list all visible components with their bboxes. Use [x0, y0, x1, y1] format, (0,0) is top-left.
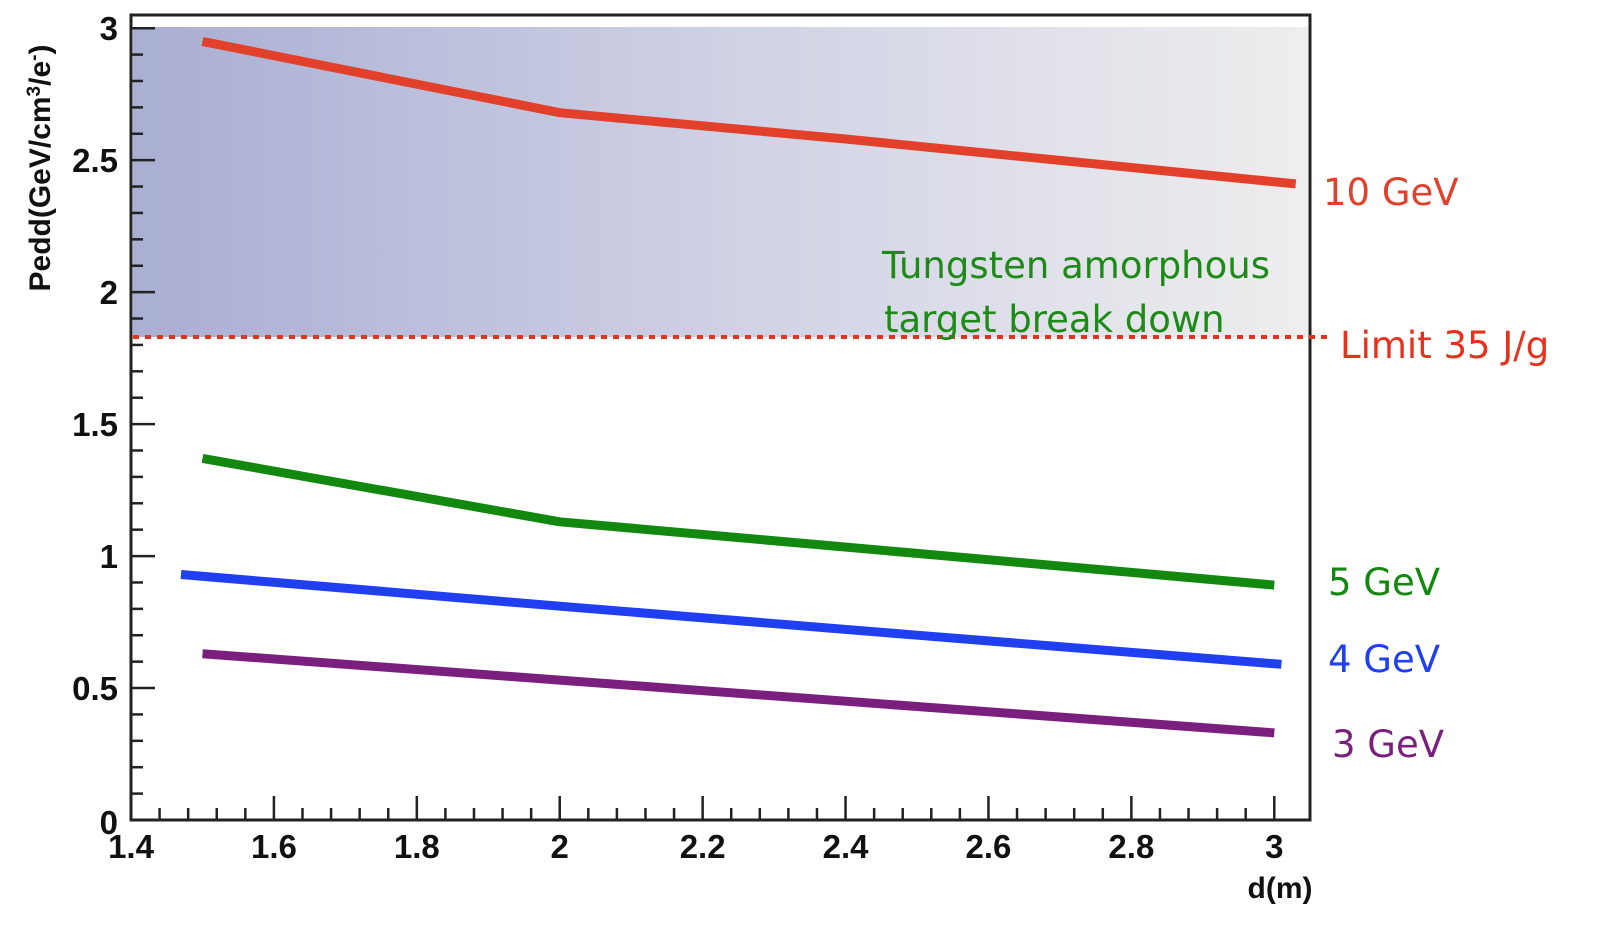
x-axis-title: d(m) — [1248, 872, 1313, 905]
region-label-line2: target break down — [884, 298, 1225, 341]
y-axis-title-sup1: 3 — [24, 86, 45, 97]
y-tick-label: 2 — [100, 274, 118, 311]
x-tick-label: 1.6 — [251, 828, 297, 865]
series-line — [201, 453, 1275, 590]
series-label: 4 GeV — [1328, 638, 1440, 681]
y-axis-title-sup2: - — [24, 55, 45, 61]
y-tick-label: 0 — [100, 804, 118, 841]
series-labels: 10 GeV 5 GeV 4 GeV 3 GeV — [1323, 171, 1459, 766]
breakdown-region — [133, 27, 1308, 337]
series-line — [180, 570, 1282, 669]
region-label-line1: Tungsten amorphous — [881, 244, 1270, 287]
x-tick-label: 2.8 — [1108, 828, 1154, 865]
plot-frame — [129, 13, 1312, 822]
y-axis-title: Pedd(GeV/cm3/e-) — [24, 45, 58, 292]
limit-label: Limit 35 J/g — [1340, 324, 1549, 367]
y-axis-title-main: Pedd(GeV/cm — [24, 96, 57, 291]
x-tick-label: 3 — [1265, 828, 1283, 865]
y-axis-tick-labels: 0 0.5 1 1.5 2 2.5 3 — [72, 10, 118, 841]
series-lines — [180, 36, 1297, 738]
x-tick-label: 1.8 — [394, 828, 440, 865]
series-label: 5 GeV — [1328, 561, 1440, 604]
series-line — [201, 36, 1297, 189]
y-axis-title-end: ) — [24, 45, 57, 55]
series-line — [202, 649, 1275, 738]
x-axis-tick-labels: 1.4 1.6 1.8 2 2.2 2.4 2.6 2.8 3 — [108, 828, 1283, 865]
y-tick-label: 1.5 — [72, 406, 118, 443]
y-tick-label: 0.5 — [72, 670, 118, 707]
series-label: 3 GeV — [1332, 723, 1444, 766]
y-axis-ticks — [131, 26, 155, 822]
y-axis-title-mid: /e — [24, 61, 57, 86]
x-axis-ticks — [129, 796, 1276, 820]
x-tick-label: 1.4 — [108, 828, 155, 865]
y-tick-label: 1 — [100, 538, 118, 575]
x-tick-label: 2.4 — [823, 828, 870, 865]
y-tick-label: 2.5 — [72, 142, 118, 179]
series-label: 10 GeV — [1323, 171, 1459, 214]
y-tick-label: 3 — [100, 10, 118, 47]
x-tick-label: 2.2 — [680, 828, 726, 865]
x-tick-label: 2 — [551, 828, 569, 865]
x-tick-label: 2.6 — [966, 828, 1012, 865]
